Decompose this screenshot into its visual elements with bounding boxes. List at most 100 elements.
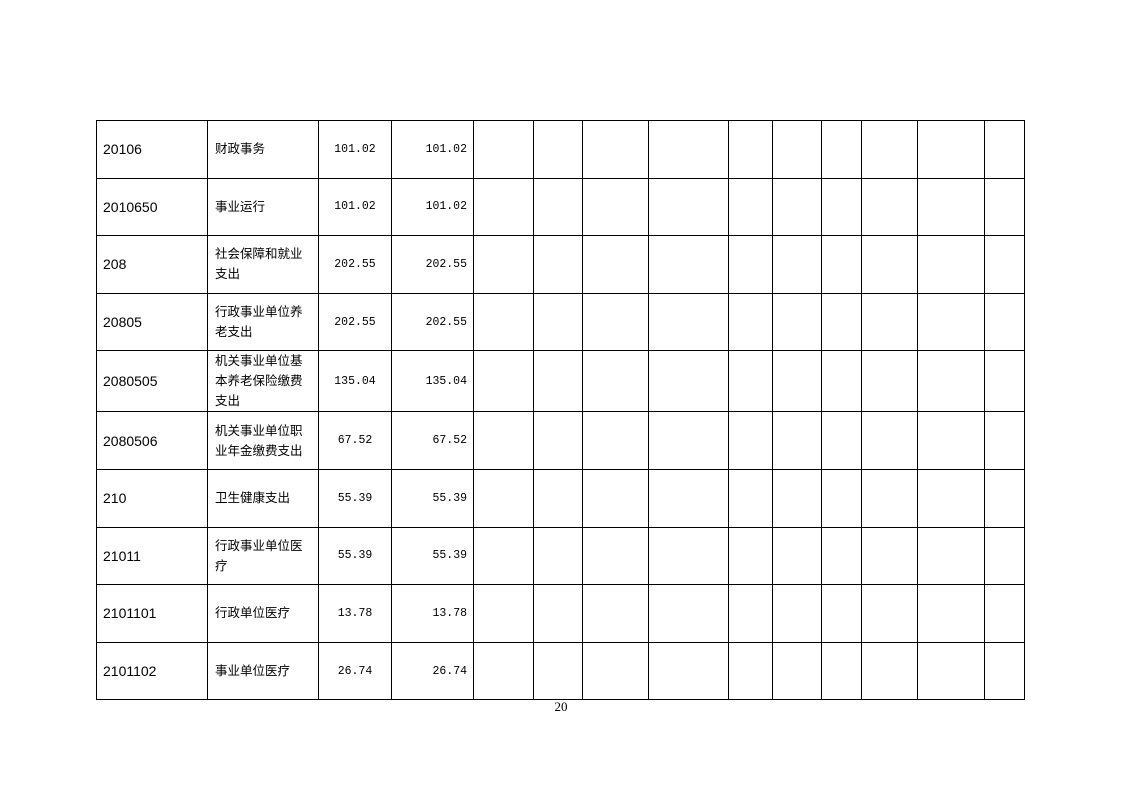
empty-cell: [861, 292, 918, 352]
total-cell: 67.52: [318, 411, 392, 470]
empty-cell: [917, 120, 985, 179]
empty-cell: [861, 120, 918, 179]
empty-cell: [821, 235, 862, 294]
empty-cell: [984, 584, 1025, 643]
name-cell: 财政事务: [207, 120, 319, 179]
empty-cell: [917, 350, 985, 413]
empty-cell: [533, 292, 583, 352]
total-cell: 55.39: [318, 468, 392, 528]
empty-cell: [473, 177, 534, 237]
empty-cell: [984, 468, 1025, 528]
basic-cell: 101.02: [391, 120, 474, 179]
empty-cell: [473, 120, 534, 179]
code-cell: 208: [96, 235, 208, 294]
page-number: 20: [554, 699, 568, 714]
empty-cell: [984, 177, 1025, 237]
empty-cell: [821, 350, 862, 413]
empty-cell: [582, 468, 649, 528]
empty-cell: [917, 177, 985, 237]
code-cell: 20106: [96, 120, 208, 179]
name-cell: 卫生健康支出: [207, 468, 319, 528]
empty-cell: [533, 350, 583, 413]
empty-cell: [772, 235, 822, 294]
empty-cell: [861, 468, 918, 528]
empty-cell: [473, 641, 534, 701]
total-cell: 55.39: [318, 526, 392, 586]
table-row: 210 卫生健康支出 55.39 55.39: [96, 468, 1025, 528]
empty-cell: [917, 584, 985, 643]
empty-cell: [533, 641, 583, 701]
empty-cell: [917, 641, 985, 701]
basic-cell: 202.55: [391, 235, 474, 294]
table-row: 20805 行政事业单位养老支出 202.55 202.55: [96, 292, 1025, 352]
empty-cell: [473, 468, 534, 528]
empty-cell: [473, 526, 534, 586]
table-row: 208 社会保障和就业支出 202.55 202.55: [96, 235, 1025, 294]
basic-cell: 101.02: [391, 177, 474, 237]
empty-cell: [861, 235, 918, 294]
empty-cell: [772, 526, 822, 586]
empty-cell: [772, 584, 822, 643]
budget-table: 20106 财政事务 101.02 101.02 2010650 事业运行 101.02 10…: [96, 120, 1025, 701]
empty-cell: [533, 120, 583, 179]
total-cell: 13.78: [318, 584, 392, 643]
empty-cell: [821, 584, 862, 643]
name-cell: 事业单位医疗: [207, 641, 319, 701]
empty-cell: [821, 292, 862, 352]
total-cell: 202.55: [318, 292, 392, 352]
empty-cell: [917, 526, 985, 586]
empty-cell: [984, 235, 1025, 294]
empty-cell: [821, 468, 862, 528]
empty-cell: [648, 468, 729, 528]
empty-cell: [473, 411, 534, 470]
table-row: 2101102 事业单位医疗 26.74 26.74: [96, 641, 1025, 701]
empty-cell: [821, 177, 862, 237]
empty-cell: [772, 292, 822, 352]
code-cell: 2010650: [96, 177, 208, 237]
empty-cell: [533, 468, 583, 528]
basic-cell: 55.39: [391, 468, 474, 528]
code-cell: 2101101: [96, 584, 208, 643]
empty-cell: [582, 177, 649, 237]
empty-cell: [728, 292, 773, 352]
basic-cell: 67.52: [391, 411, 474, 470]
empty-cell: [772, 120, 822, 179]
empty-cell: [772, 411, 822, 470]
empty-cell: [473, 235, 534, 294]
empty-cell: [582, 120, 649, 179]
empty-cell: [917, 235, 985, 294]
code-cell: 2101102: [96, 641, 208, 701]
empty-cell: [861, 350, 918, 413]
total-cell: 135.04: [318, 350, 392, 413]
empty-cell: [582, 411, 649, 470]
empty-cell: [984, 411, 1025, 470]
empty-cell: [984, 120, 1025, 179]
empty-cell: [728, 235, 773, 294]
empty-cell: [917, 468, 985, 528]
empty-cell: [821, 120, 862, 179]
empty-cell: [917, 411, 985, 470]
empty-cell: [648, 584, 729, 643]
empty-cell: [821, 411, 862, 470]
code-cell: 2080506: [96, 411, 208, 470]
empty-cell: [728, 584, 773, 643]
table-row: 2010650 事业运行 101.02 101.02: [96, 177, 1025, 237]
empty-cell: [533, 235, 583, 294]
empty-cell: [728, 641, 773, 701]
empty-cell: [728, 350, 773, 413]
name-cell: 机关事业单位基本养老保险缴费支出: [207, 350, 319, 413]
empty-cell: [533, 526, 583, 586]
basic-cell: 202.55: [391, 292, 474, 352]
table-row: 2080506 机关事业单位职业年金缴费支出 67.52 67.52: [96, 411, 1025, 470]
code-cell: 21011: [96, 526, 208, 586]
empty-cell: [728, 411, 773, 470]
code-cell: 2080505: [96, 350, 208, 413]
empty-cell: [861, 584, 918, 643]
empty-cell: [582, 641, 649, 701]
empty-cell: [648, 120, 729, 179]
empty-cell: [772, 468, 822, 528]
empty-cell: [648, 177, 729, 237]
basic-cell: 26.74: [391, 641, 474, 701]
empty-cell: [728, 468, 773, 528]
name-cell: 事业运行: [207, 177, 319, 237]
